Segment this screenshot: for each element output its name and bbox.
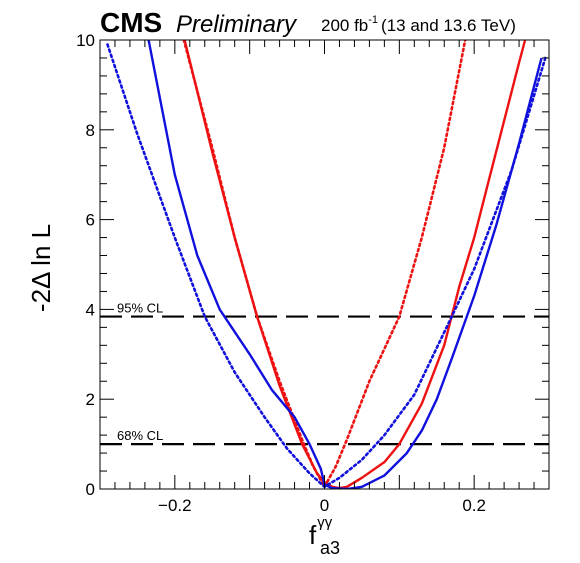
y-tick-label: 6 [86,211,95,230]
y-axis-ticks: 0 2 4 6 8 10 [76,31,549,499]
energy-label: (13 and 13.6 TeV) [381,16,516,35]
curve-1 [182,40,467,489]
x-axis-title-base: f [309,520,317,550]
cms-label: CMS [100,7,162,38]
x-axis-title-superscript: γγ [317,514,333,531]
x-axis-ticks: −0.2 0 0.2 [99,40,550,515]
curve-3 [106,43,547,489]
likelihood-curves [106,40,547,489]
x-tick-label: −0.2 [158,496,192,515]
y-axis-title: -2Δ ln L [26,224,56,312]
x-axis-title-subscript: a3 [320,538,340,558]
x-tick-label: 0 [320,496,329,515]
lumi-exponent: -1 [368,14,378,26]
y-tick-label: 8 [86,121,95,140]
cl-label-1: 68% CL [117,428,163,443]
x-axis-title: fγγ a3 [309,514,340,558]
preliminary-label: Preliminary [176,11,298,38]
plot-frame [99,39,550,490]
y-tick-label: 4 [86,300,95,319]
lumi-label: 200 fb-1 (13 and 13.6 TeV) [321,14,516,35]
confidence-level-lines: 95% CL 68% CL [100,301,549,446]
y-tick-label: 0 [86,480,95,499]
cl-label-0: 95% CL [117,301,163,316]
y-tick-label: 10 [76,31,95,50]
x-tick-label: 0.2 [462,496,486,515]
y-tick-label: 2 [86,390,95,409]
curve-2 [147,40,543,489]
lumi-value: 200 fb [321,16,368,35]
